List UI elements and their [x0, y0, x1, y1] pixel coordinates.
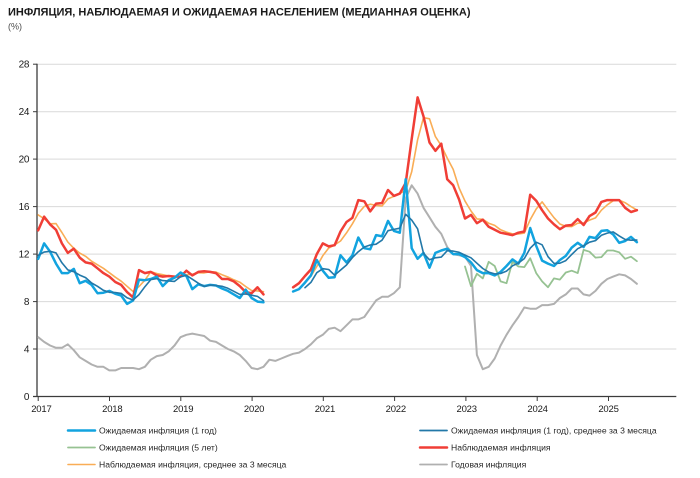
svg-text:0: 0 — [24, 392, 30, 403]
svg-text:Наблюдаемая инфляция: Наблюдаемая инфляция — [451, 443, 551, 453]
svg-text:Ожидаемая инфляция (1 год): Ожидаемая инфляция (1 год) — [99, 426, 217, 436]
svg-text:2025: 2025 — [598, 404, 618, 415]
svg-text:Наблюдаемая инфляция, среднее: Наблюдаемая инфляция, среднее за 3 месяц… — [99, 460, 287, 470]
svg-text:28: 28 — [19, 60, 30, 71]
svg-text:16: 16 — [19, 202, 30, 213]
svg-text:2021: 2021 — [315, 404, 335, 415]
svg-text:4: 4 — [24, 344, 30, 355]
svg-text:20: 20 — [19, 154, 30, 165]
svg-text:2017: 2017 — [31, 404, 51, 415]
svg-text:24: 24 — [19, 107, 30, 118]
svg-text:2020: 2020 — [244, 404, 264, 415]
svg-text:2019: 2019 — [173, 404, 193, 415]
svg-text:Ожидаемая инфляция (5 лет): Ожидаемая инфляция (5 лет) — [99, 443, 218, 453]
svg-text:2024: 2024 — [527, 404, 547, 415]
svg-text:ИНФЛЯЦИЯ, НАБЛЮДАЕМАЯ И ОЖИДАЕ: ИНФЛЯЦИЯ, НАБЛЮДАЕМАЯ И ОЖИДАЕМАЯ НАСЕЛЕ… — [8, 7, 471, 19]
svg-text:(%): (%) — [8, 22, 22, 32]
svg-text:2023: 2023 — [457, 404, 477, 415]
svg-text:2018: 2018 — [102, 404, 122, 415]
svg-text:2022: 2022 — [386, 404, 406, 415]
svg-text:12: 12 — [19, 249, 30, 260]
svg-text:Ожидаемая инфляция (1 год), ср: Ожидаемая инфляция (1 год), среднее за 3… — [451, 426, 657, 436]
svg-text:8: 8 — [24, 297, 30, 308]
svg-text:Годовая инфляция: Годовая инфляция — [451, 460, 527, 470]
